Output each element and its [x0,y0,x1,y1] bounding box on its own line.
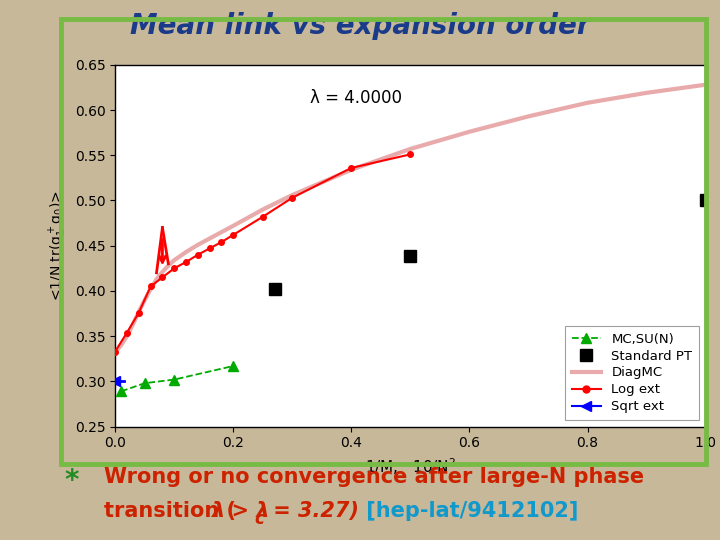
Text: c: c [254,510,264,528]
Text: [hep-lat/9412102]: [hep-lat/9412102] [359,501,578,521]
X-axis label: 1/M,   10/N$^2$: 1/M, 10/N$^2$ [365,456,456,477]
Y-axis label: <1/N tr(g$_1^+$g$_0$)>: <1/N tr(g$_1^+$g$_0$)> [48,190,69,301]
Text: λ > λ: λ > λ [212,501,271,521]
Text: = 3.27): = 3.27) [266,501,359,521]
Text: transition (: transition ( [104,501,236,521]
Legend: MC,SU(N), Standard PT, DiagMC, Log ext, Sqrt ext: MC,SU(N), Standard PT, DiagMC, Log ext, … [565,326,699,420]
Text: *: * [65,467,79,495]
Text: Mean link vs expansion order: Mean link vs expansion order [130,12,590,40]
Text: λ = 4.0000: λ = 4.0000 [310,89,402,107]
Text: Wrong or no convergence after large-N phase: Wrong or no convergence after large-N ph… [104,467,644,487]
